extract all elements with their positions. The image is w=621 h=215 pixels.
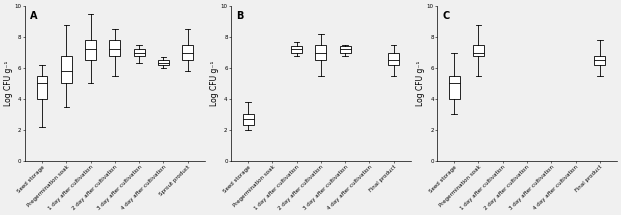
Y-axis label: Log CFU g⁻¹: Log CFU g⁻¹ [4,61,13,106]
Y-axis label: Log CFU g⁻¹: Log CFU g⁻¹ [416,61,425,106]
PathPatch shape [340,46,351,52]
PathPatch shape [85,40,96,60]
PathPatch shape [134,49,145,56]
PathPatch shape [109,40,120,56]
Text: B: B [237,11,244,21]
Text: C: C [443,11,450,21]
PathPatch shape [594,56,605,65]
PathPatch shape [243,114,253,125]
PathPatch shape [291,46,302,52]
PathPatch shape [473,45,484,56]
PathPatch shape [158,60,169,65]
PathPatch shape [315,45,327,60]
PathPatch shape [182,45,193,60]
PathPatch shape [37,76,47,99]
PathPatch shape [61,56,72,83]
Text: A: A [30,11,38,21]
PathPatch shape [388,52,399,65]
Y-axis label: Log CFU g⁻¹: Log CFU g⁻¹ [211,61,219,106]
PathPatch shape [449,76,460,99]
